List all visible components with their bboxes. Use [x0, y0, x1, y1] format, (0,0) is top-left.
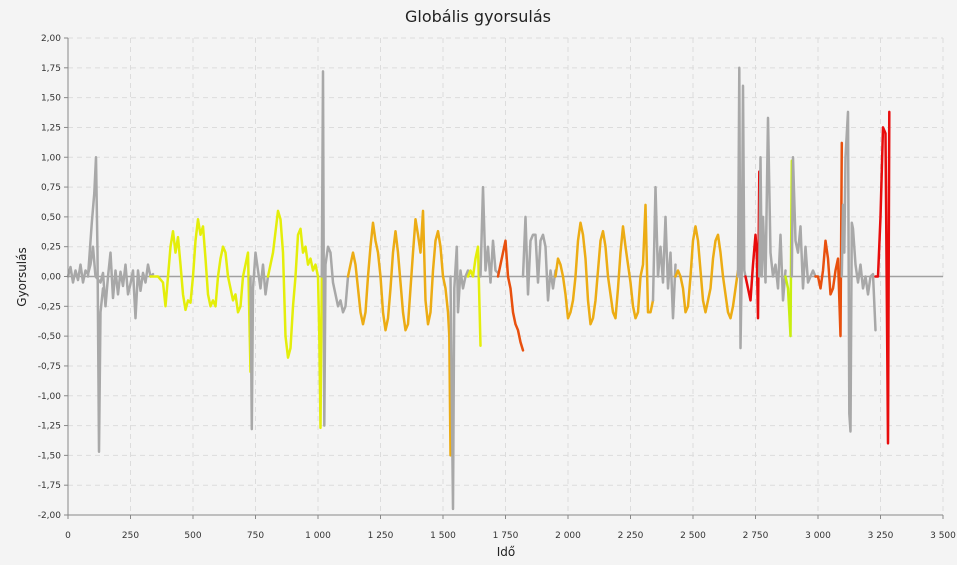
y-tick-label: -0,25 — [38, 302, 61, 312]
series-line-gray — [790, 156, 817, 290]
series-line-orange — [554, 203, 655, 326]
x-tick-label: 2 750 — [743, 531, 769, 541]
x-tick-label: 1 250 — [368, 531, 394, 541]
series-line-orange — [674, 225, 740, 320]
series-line-orange — [346, 209, 452, 457]
y-tick-label: 0,50 — [41, 213, 61, 223]
x-tick-label: 3 500 — [930, 531, 956, 541]
x-tick-label: 1 000 — [305, 531, 331, 541]
series-line-redorange — [814, 141, 844, 338]
series-line-gray — [86, 156, 105, 454]
series-line-redorange — [496, 239, 525, 352]
x-tick-label: 1 500 — [430, 531, 456, 541]
y-tick-label: -1,75 — [38, 481, 61, 491]
series-line-gray — [758, 116, 787, 302]
y-tick-label: 1,00 — [41, 153, 61, 163]
x-tick-label: 2 000 — [555, 531, 581, 541]
series-line-gray — [521, 215, 557, 302]
series-line-red — [874, 110, 891, 445]
y-tick-label: 0,75 — [41, 183, 61, 193]
series-line-gray — [66, 245, 155, 320]
y-tick-label: 1,50 — [41, 94, 61, 104]
series-line-gray — [449, 245, 470, 511]
chart-title: Globális gyorsulás — [405, 7, 551, 26]
axis-layer: -2,00 -1,75 -1,50 -1,25 -1,00 -0,75 -0,50 -0,25… — [38, 34, 956, 541]
y-tick-label: -0,50 — [38, 332, 62, 342]
y-tick-label: -1,25 — [38, 422, 61, 432]
x-tick-label: 3 250 — [868, 531, 894, 541]
series-line-gray — [840, 110, 877, 433]
series-line-yellow — [266, 209, 324, 430]
x-tick-label: 0 — [65, 531, 71, 541]
y-tick-label: 2,00 — [41, 34, 61, 44]
x-axis-label: Idő — [497, 545, 516, 559]
series-line-gray — [736, 66, 747, 350]
series-line-yellow — [149, 218, 252, 374]
series-line-red — [744, 170, 761, 320]
y-tick-label: 1,75 — [41, 64, 61, 74]
y-tick-label: -1,50 — [38, 451, 62, 461]
x-tick-label: 500 — [184, 531, 201, 541]
x-tick-label: 1 750 — [493, 531, 519, 541]
x-tick-label: 750 — [247, 531, 264, 541]
y-tick-label: 0,00 — [41, 273, 61, 283]
y-tick-label: 0,25 — [41, 243, 61, 253]
x-tick-label: 2 500 — [680, 531, 706, 541]
series-line-yellow — [466, 245, 482, 347]
y-tick-label: -0,75 — [38, 362, 61, 372]
series-layer — [66, 66, 891, 511]
x-tick-label: 250 — [122, 531, 139, 541]
y-tick-label: -1,00 — [38, 392, 62, 402]
series-line-gray — [320, 70, 350, 427]
x-tick-label: 2 250 — [618, 531, 644, 541]
series-line-gray — [249, 251, 270, 431]
series-line-gray — [651, 185, 677, 320]
y-tick-label: 1,25 — [41, 123, 61, 133]
y-axis-label: Gyorsulás — [15, 247, 29, 306]
series-line-gray — [479, 185, 500, 284]
x-tick-label: 3 000 — [805, 531, 831, 541]
y-tick-label: -2,00 — [38, 511, 62, 521]
